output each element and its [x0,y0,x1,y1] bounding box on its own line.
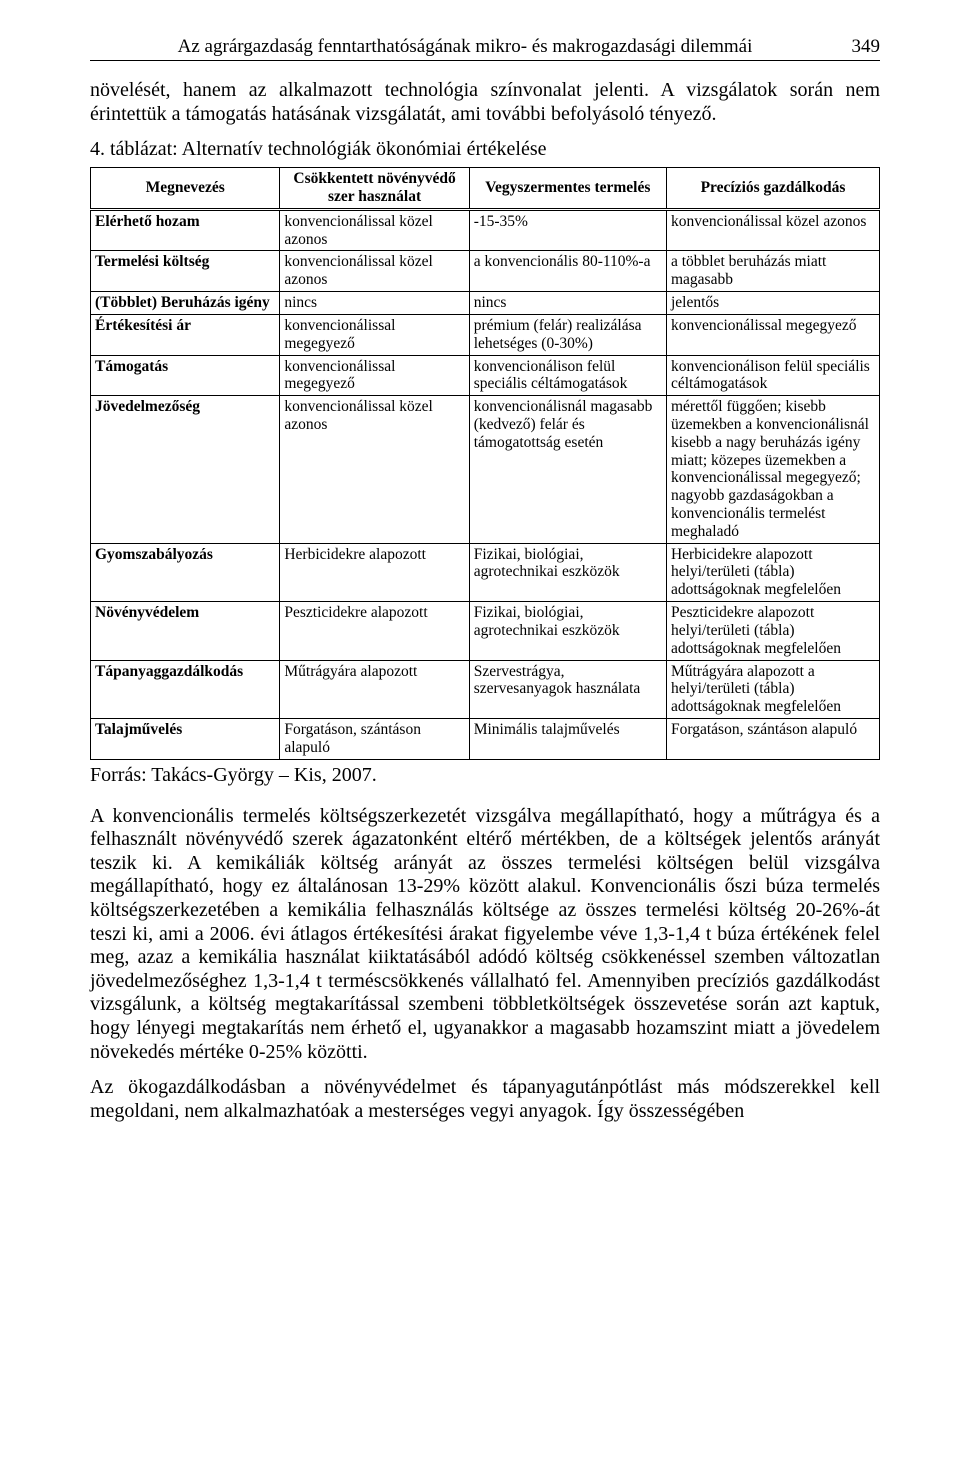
table-cell: Értékesítési ár [91,314,280,355]
table-cell: Fizikai, biológiai, agrotechnikai eszköz… [469,543,666,601]
table-header-cell: Vegyszermentes termelés [469,168,666,210]
table-header-cell: Megnevezés [91,168,280,210]
table-header-row: Megnevezés Csökkentett növényvédő szer h… [91,168,880,210]
table-cell: nincs [469,292,666,315]
table-cell: Jövedelmezőség [91,396,280,544]
table-row: Jövedelmezőség konvencionálissal közel a… [91,396,880,544]
table-cell: Talajművelés [91,718,280,759]
page-number: 349 [840,36,880,58]
table-row: (Többlet) Beruházás igény nincs nincs je… [91,292,880,315]
table-cell: konvencionálissal megegyező [666,314,879,355]
table-cell: Támogatás [91,355,280,396]
table-cell: Herbicidekre alapozott helyi/területi (t… [666,543,879,601]
body-paragraph-3: Az ökogazdálkodásban a növényvédelmet és… [90,1076,880,1123]
table-row: Tápanyaggazdálkodás Műtrágyára alapozott… [91,660,880,718]
table-cell: konvencionálison felül speciális céltámo… [666,355,879,396]
table-row: Értékesítési ár konvencionálissal megegy… [91,314,880,355]
table-cell: Műtrágyára alapozott a helyi/területi (t… [666,660,879,718]
table-cell: konvencionálisnál magasabb (kedvező) fel… [469,396,666,544]
table-source: Forrás: Takács-György – Kis, 2007. [90,764,880,787]
table-cell: Tápanyaggazdálkodás [91,660,280,718]
table-row: Elérhető hozam konvencionálissal közel a… [91,209,880,251]
page-header: Az agrárgazdaság fenntarthatóságának mik… [90,36,880,61]
table-caption: 4. táblázat: Alternatív technológiák öko… [90,138,880,161]
table-cell: Minimális talajművelés [469,718,666,759]
table-cell: (Többlet) Beruházás igény [91,292,280,315]
table-row: Talajművelés Forgatáson, szántáson alapu… [91,718,880,759]
table-row: Növényvédelem Peszticidekre alapozott Fi… [91,602,880,660]
table-cell: Műtrágyára alapozott [280,660,469,718]
table-cell: a többlet beruházás miatt magasabb [666,251,879,292]
header-title: Az agrárgazdaság fenntarthatóságának mik… [90,36,840,58]
table-cell: Peszticidekre alapozott helyi/területi (… [666,602,879,660]
table-row: Támogatás konvencionálissal megegyező ko… [91,355,880,396]
table-row: Gyomszabályozás Herbicidekre alapozott F… [91,543,880,601]
table-cell: Gyomszabályozás [91,543,280,601]
page-container: Az agrárgazdaság fenntarthatóságának mik… [0,0,960,1175]
table-header-cell: Precíziós gazdálkodás [666,168,879,210]
table-cell: Forgatáson, szántáson alapuló [666,718,879,759]
table-cell: Növényvédelem [91,602,280,660]
table-cell: konvencionálissal közel azonos [280,209,469,251]
table-cell: konvencionálissal közel azonos [280,396,469,544]
table-cell: Fizikai, biológiai, agrotechnikai eszköz… [469,602,666,660]
table-cell: mérettől függően; kisebb üzemekben a kon… [666,396,879,544]
evaluation-table: Megnevezés Csökkentett növényvédő szer h… [90,167,880,759]
table-cell: jelentős [666,292,879,315]
table-cell: prémium (felár) realizálása lehetséges (… [469,314,666,355]
table-cell: Peszticidekre alapozott [280,602,469,660]
table-header-cell: Csökkentett növényvédő szer használat [280,168,469,210]
table-cell: Herbicidekre alapozott [280,543,469,601]
table-cell: konvencionálison felül speciális céltámo… [469,355,666,396]
intro-paragraph: növelését, hanem az alkalmazott technoló… [90,79,880,126]
table-body: Elérhető hozam konvencionálissal közel a… [91,209,880,759]
table-cell: nincs [280,292,469,315]
table-cell: konvencionálissal közel azonos [280,251,469,292]
table-cell: konvencionálissal megegyező [280,355,469,396]
table-cell: konvencionálissal megegyező [280,314,469,355]
table-cell: Szervestrágya, szervesanyagok használata [469,660,666,718]
body-paragraph-2: A konvencionális termelés költségszerkez… [90,805,880,1065]
table-row: Termelési költség konvencionálissal köze… [91,251,880,292]
table-cell: konvencionálissal közel azonos [666,209,879,251]
table-cell: Termelési költség [91,251,280,292]
table-cell: Elérhető hozam [91,209,280,251]
table-cell: a konvencionális 80-110%-a [469,251,666,292]
table-cell: Forgatáson, szántáson alapuló [280,718,469,759]
table-cell: -15-35% [469,209,666,251]
